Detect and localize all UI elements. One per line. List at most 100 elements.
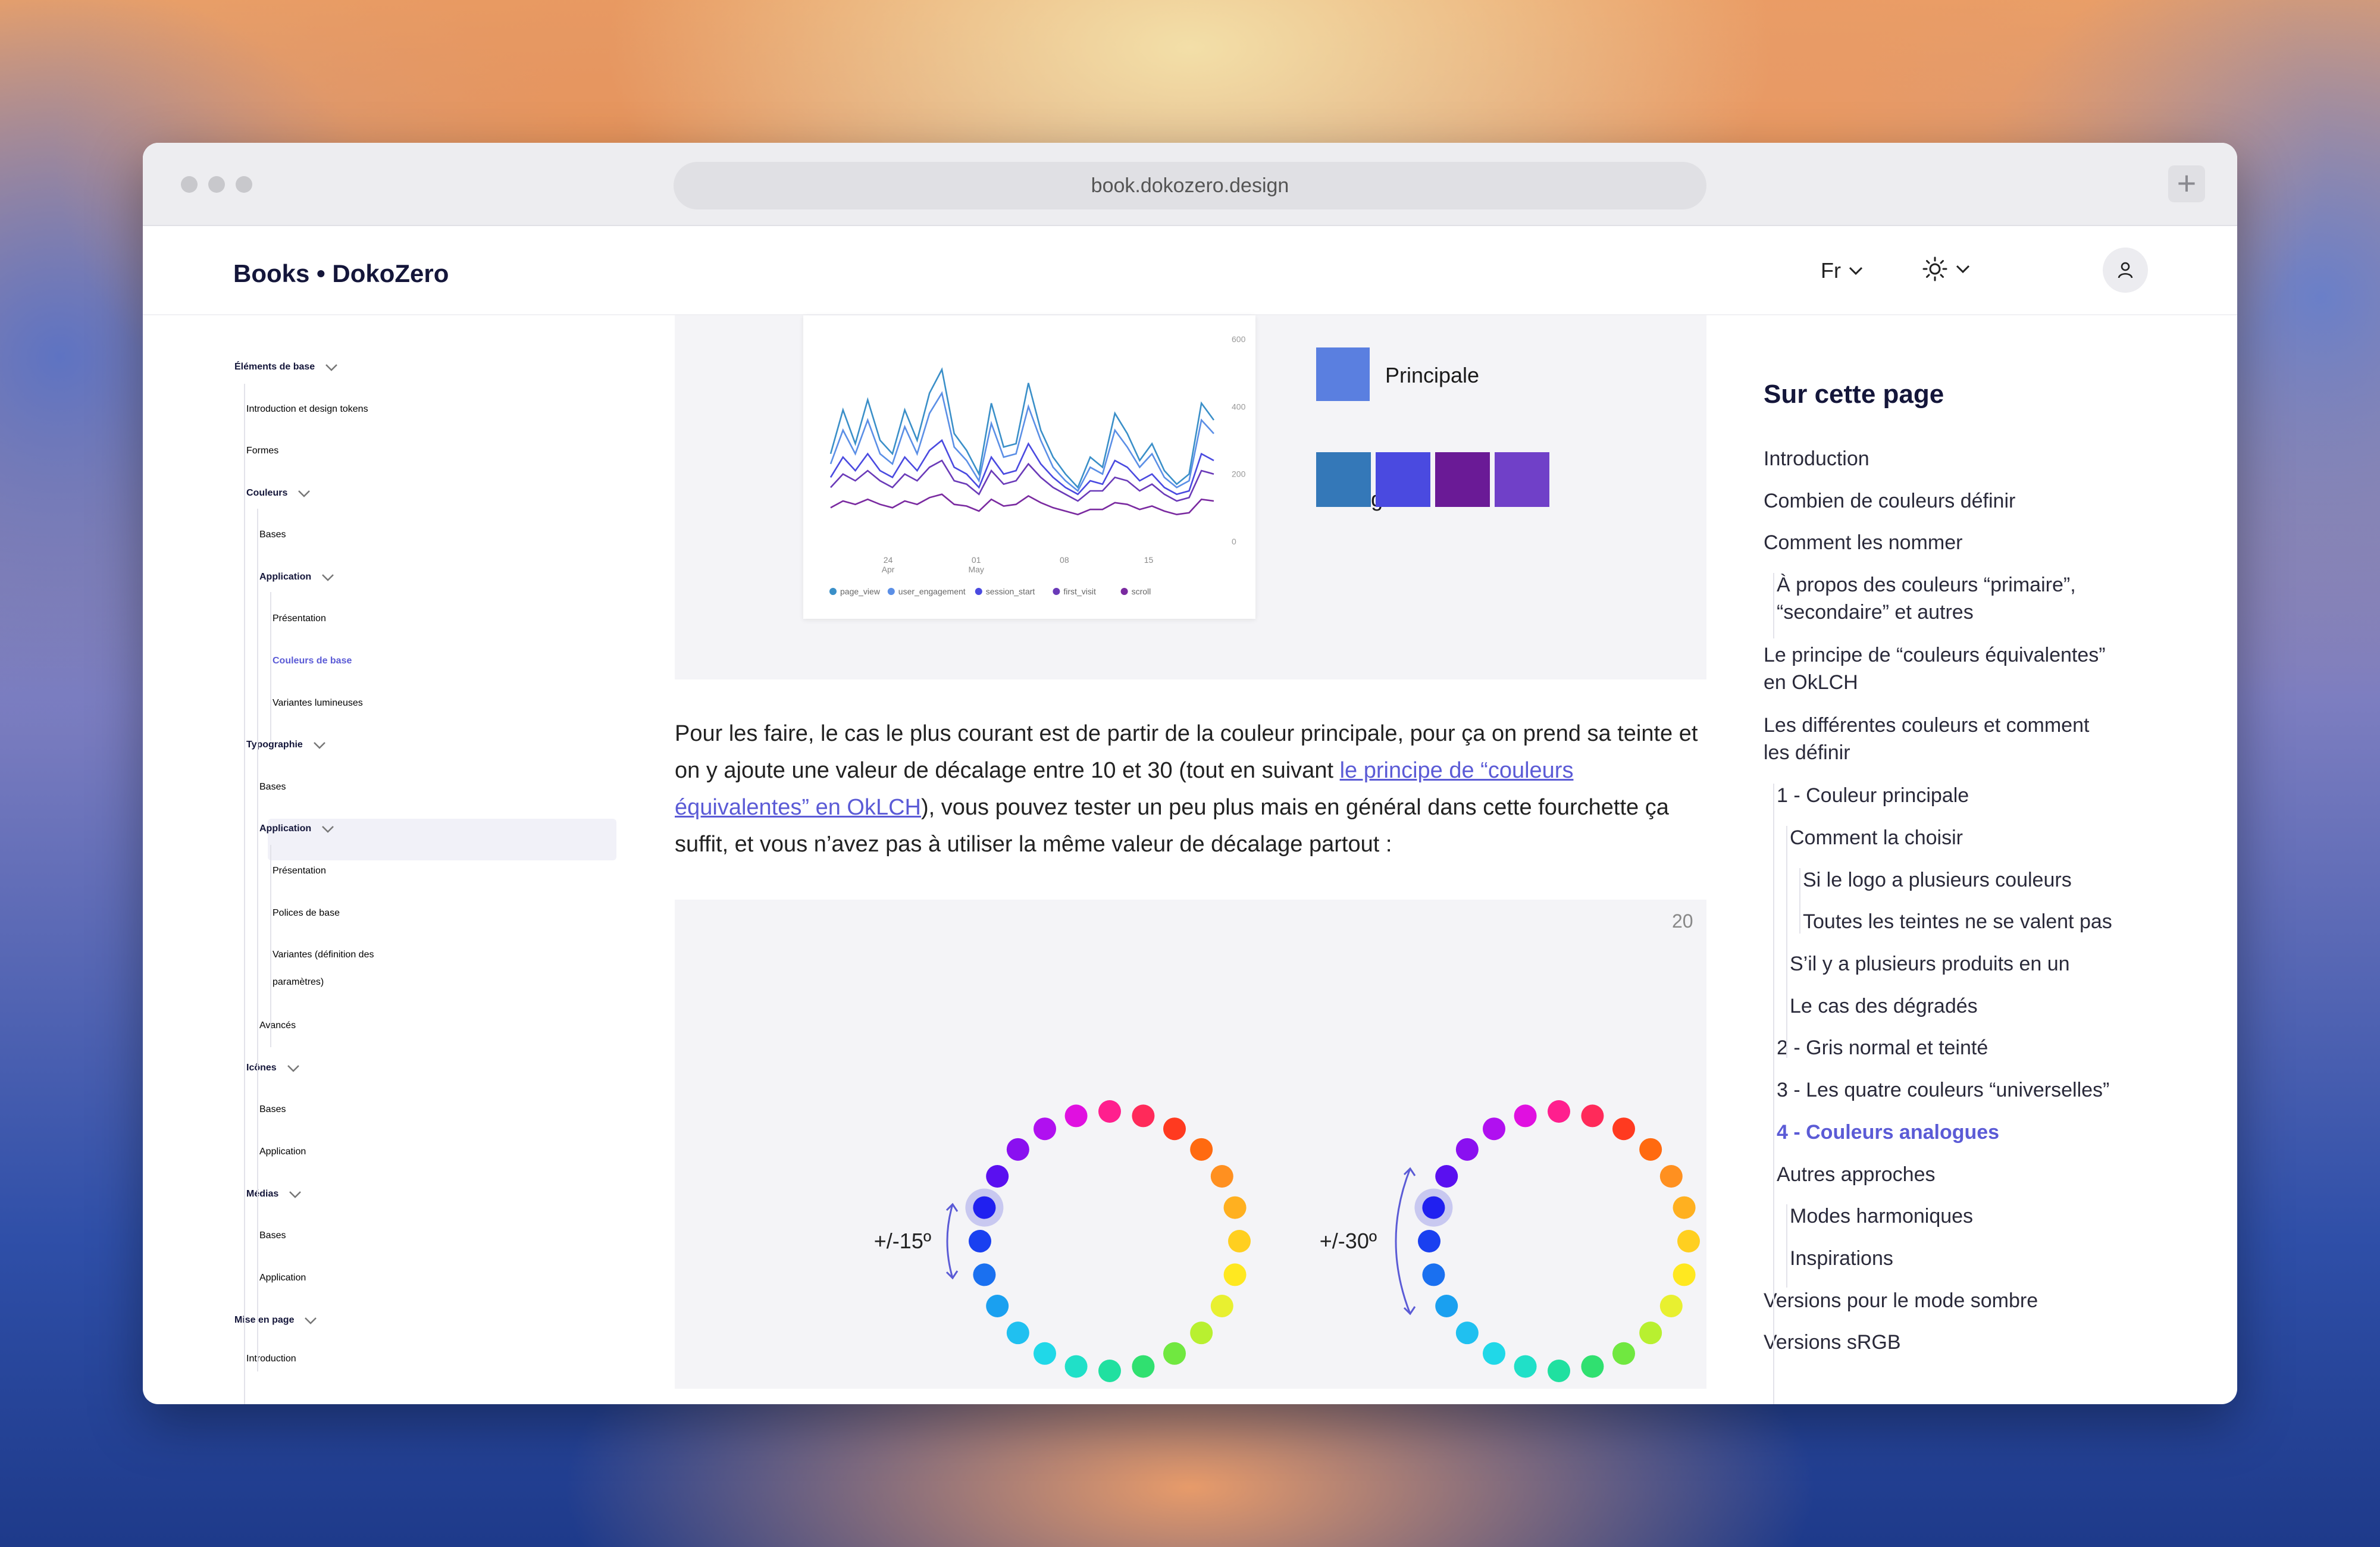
offset-label: +/-30º [1320, 1229, 1377, 1253]
window-close-button[interactable] [181, 176, 198, 193]
window-zoom-button[interactable] [236, 176, 252, 193]
toc-item[interactable]: Autres approches [1777, 1163, 1936, 1186]
hue-dot [1483, 1342, 1505, 1365]
sidebar-item-label: Couleurs de base [273, 656, 352, 666]
sidebar-item-label: Bases [259, 1104, 286, 1114]
toc-item[interactable]: 3 - Les quatre couleurs “universelles” [1777, 1079, 2110, 1101]
sidebar-item[interactable]: Bases [259, 774, 286, 801]
hue-dot [1455, 1138, 1479, 1161]
primary-label: Principale [1385, 363, 1480, 387]
toc-item[interactable]: 2 - Gris normal et teinté [1777, 1036, 1988, 1059]
toc-item[interactable]: À propos des couleurs “primaire”, [1777, 574, 2076, 596]
sidebar-item[interactable]: Polices de base [273, 900, 340, 927]
sidebar-item[interactable]: Bases [259, 1222, 286, 1250]
analog-swatch [1495, 452, 1549, 507]
toc-item[interactable]: Modes harmoniques [1790, 1205, 1974, 1227]
sidebar-item[interactable]: Mise en page [234, 1307, 319, 1334]
toc-item[interactable]: en OkLCH [1764, 671, 1858, 694]
sun-icon [1922, 256, 1947, 281]
sidebar-item[interactable]: Introduction et design tokens [246, 396, 368, 423]
equivalent-colors-link[interactable]: le principe de “couleurs équivalentes” e… [675, 758, 1574, 820]
figure-hue-wheels [675, 900, 1706, 1389]
browser-chrome: book.dokozero.design + [143, 143, 2237, 226]
toc-item[interactable]: Le principe de “couleurs équivalentes” [1764, 644, 2106, 666]
toc-item[interactable]: Si le logo a plusieurs couleurs [1803, 869, 2072, 891]
legend-marker [829, 588, 837, 595]
toc-item[interactable]: Comment les nommer [1764, 531, 1963, 554]
nav-guide-line [244, 384, 245, 1404]
toc-item[interactable]: Les différentes couleurs et comment [1764, 714, 2090, 737]
hue-dot [1659, 1165, 1683, 1188]
x-tick-label: May [968, 565, 984, 574]
y-tick-label: 600 [1232, 334, 1246, 344]
hue-dot [1228, 1230, 1251, 1252]
x-tick-label: 01 [972, 555, 981, 565]
toc-item[interactable]: Combien de couleurs définir [1764, 490, 2016, 512]
hue-wheels: +/-15º +/-30º [874, 1100, 1700, 1382]
sidebar-item[interactable]: Avancés [259, 1012, 296, 1039]
toc-item[interactable]: S’il y a plusieurs produits en un [1790, 953, 2070, 975]
sidebar-item[interactable]: Application [259, 1138, 306, 1166]
x-tick-label: 15 [1144, 555, 1154, 565]
hue-dot [1548, 1100, 1570, 1123]
sidebar-item[interactable]: Typographie [246, 731, 328, 759]
toc-item[interactable]: Le cas des dégradés [1790, 995, 1978, 1017]
toc-item[interactable]: 1 - Couleur principale [1777, 784, 1969, 807]
chevron-down-icon [305, 1317, 317, 1324]
sidebar-item-label: paramètres) [273, 977, 324, 987]
toc-item[interactable]: “secondaire” et autres [1777, 601, 1974, 624]
language-label: Fr [1821, 258, 1841, 283]
sidebar-item-label: Introduction et design tokens [246, 404, 368, 414]
sidebar-item[interactable]: Application [259, 1264, 306, 1292]
legend-marker [887, 588, 895, 595]
sidebar-item-label: Éléments de base [234, 362, 315, 372]
site-brand[interactable]: Books • DokoZero [233, 259, 449, 287]
sidebar-item[interactable]: Couleurs [246, 480, 312, 507]
hue-dot [1223, 1263, 1247, 1286]
toc-guide-line [1786, 1204, 1787, 1288]
sidebar-item[interactable]: Présentation [273, 605, 326, 632]
sidebar-item-label: Médias [246, 1189, 279, 1199]
toc-item[interactable]: 4 - Couleurs analogues [1777, 1121, 2000, 1144]
chevron-down-icon [313, 741, 325, 749]
toc-item[interactable]: Comment la choisir [1790, 826, 1963, 849]
sidebar-item[interactable]: Couleurs de base [273, 647, 352, 675]
sidebar-item[interactable]: Formes [246, 437, 278, 465]
hue-dot [1673, 1196, 1696, 1219]
toc-guide-line [1773, 573, 1774, 638]
hue-dot [1163, 1117, 1186, 1141]
sidebar-item[interactable]: Médias [246, 1180, 303, 1208]
paragraph-text: Pour les faire, le cas le plus courant e… [675, 721, 1698, 783]
toc-item[interactable]: les définir [1764, 741, 1850, 764]
sidebar-item[interactable]: Bases [259, 1096, 286, 1123]
toc-item[interactable]: Versions sRGB [1764, 1331, 1901, 1354]
toc-title: Sur cette page [1764, 380, 1944, 409]
new-tab-button[interactable]: + [2168, 165, 2205, 202]
language-switcher[interactable]: Fr [1821, 258, 1865, 283]
hue-dot [1190, 1321, 1213, 1345]
toc-item[interactable]: Versions pour le mode sombre [1764, 1289, 2038, 1312]
series-line-scroll [830, 493, 1214, 516]
legend-label: session_start [986, 587, 1035, 596]
window-minimize-button[interactable] [208, 176, 225, 193]
sidebar-item[interactable]: Variantes lumineuses [273, 690, 363, 717]
sidebar-item[interactable]: Application [259, 563, 336, 591]
toc-item[interactable]: Inspirations [1790, 1247, 1893, 1270]
sidebar-item-label: Bases [259, 1230, 286, 1241]
sidebar-item-label: Application [259, 1273, 306, 1283]
user-avatar-button[interactable] [2103, 248, 2148, 293]
sidebar-item[interactable]: Éléments de base [234, 353, 340, 381]
toc-item[interactable]: Toutes les teintes ne se valent pas [1803, 910, 2112, 933]
sidebar-item[interactable]: Icônes [246, 1054, 302, 1082]
sidebar-item[interactable]: paramètres) [273, 969, 324, 996]
toc-item[interactable]: Introduction [1764, 447, 1869, 470]
sidebar-item[interactable]: Bases [259, 521, 286, 549]
theme-switcher[interactable] [1922, 256, 1972, 282]
arrow-head [945, 1270, 959, 1280]
sidebar-item[interactable]: Introduction [246, 1345, 296, 1373]
sidebar-item[interactable]: Présentation [273, 857, 326, 885]
hue-dot [1034, 1342, 1056, 1365]
sidebar-item[interactable]: Variantes (définition des [273, 941, 374, 969]
address-bar[interactable]: book.dokozero.design [674, 162, 1706, 209]
sidebar-item[interactable]: Application [259, 815, 336, 843]
